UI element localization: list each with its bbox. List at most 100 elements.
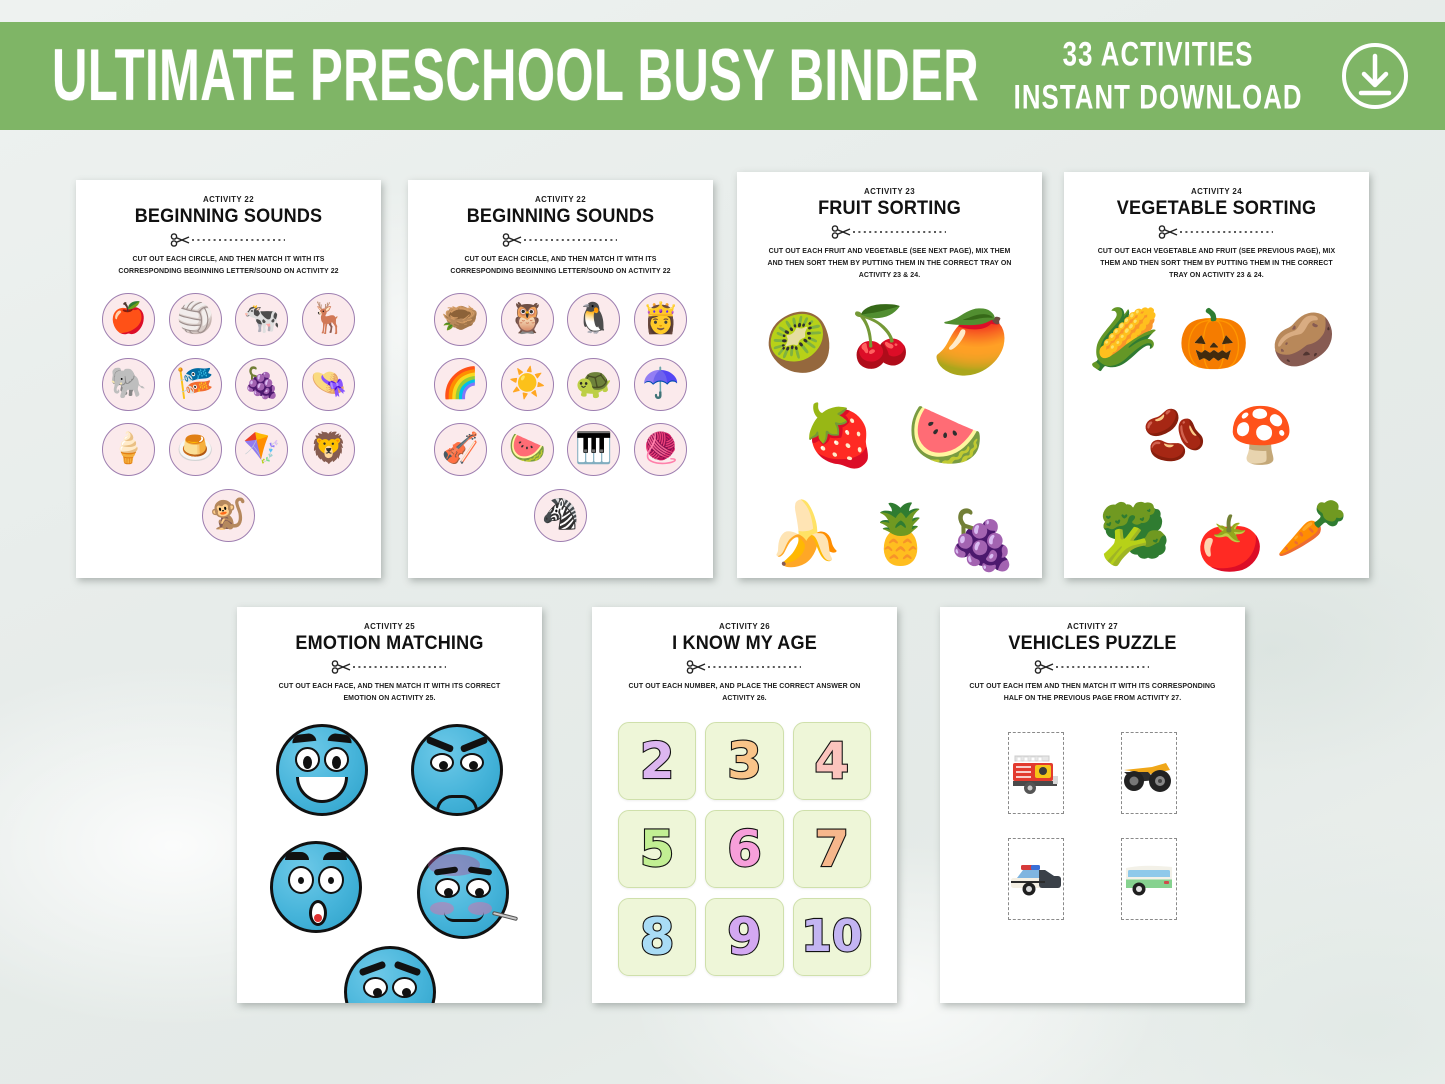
sick-face-icon[interactable] — [416, 846, 518, 939]
worksheet-beginning-sounds-1[interactable]: ACTIVITY 22 BEGINNING SOUNDS CUT OUT EAC… — [76, 180, 381, 578]
scissors-icon — [604, 660, 885, 674]
happy-face-label: HAPPY — [249, 722, 250, 723]
picture-circle-lion[interactable]: 🦁 — [302, 422, 356, 476]
rainbow-icon: 🌈 — [441, 367, 480, 401]
sheet-title: I KNOW MY AGE — [672, 633, 817, 654]
picture-circle-yarn[interactable]: 🧶 — [634, 422, 688, 476]
sad-face-icon[interactable] — [343, 945, 436, 1003]
picture-circle-deer[interactable]: 🦌 — [302, 292, 356, 346]
potato-icon[interactable]: 🥔 — [1271, 310, 1336, 369]
turtle-icon: 🐢 — [575, 367, 613, 401]
grapes-icon[interactable]: 🍇 — [946, 507, 1019, 573]
umbrella-icon: ☂️ — [641, 367, 680, 401]
worksheet-emotion-matching[interactable]: ACTIVITY 25 EMOTION MATCHING CUT OUT EAC… — [237, 607, 542, 1003]
number-card-grid: 2 3 4 5 6 7 8 9 10 — [604, 704, 885, 976]
green-van-icon — [1125, 865, 1172, 896]
scissors-icon — [1076, 225, 1357, 239]
pea-pod-icon[interactable]: 🫘 — [1141, 406, 1207, 465]
picture-circle-owl[interactable]: 🦉 — [500, 292, 554, 346]
cherries-icon[interactable]: 🍒 — [844, 303, 918, 369]
picture-circle-fan[interactable]: 🎏 — [168, 357, 222, 411]
number-8: 8 — [639, 907, 676, 966]
picture-circle-grapes[interactable]: 🍇 — [235, 357, 289, 411]
picture-circle-cow[interactable]: 🐄 — [235, 292, 289, 346]
vegetable-cutouts: 🌽 🎃 🥔 🫘 🍄 🥦 🍅 🥕 — [1076, 295, 1357, 578]
puzzle-piece-green-van[interactable] — [1120, 837, 1177, 920]
yarn-icon: 🧶 — [641, 432, 680, 466]
scissors-icon — [88, 233, 369, 247]
pineapple-icon[interactable]: 🍍 — [864, 501, 937, 567]
activities-count: 33 ACTIVITIES — [1062, 35, 1254, 73]
picture-circle-ball[interactable]: 🏐 — [168, 292, 222, 346]
number-5: 5 — [639, 819, 676, 878]
beginning-sounds-grid: 🪹 🦉 🐧 👸 🌈 ☀️ 🐢 ☂️ 🎻 🍉 🎹 🧶 — [420, 277, 701, 476]
angry-face-icon[interactable] — [410, 723, 503, 816]
picture-circle-violin[interactable]: 🎻 — [433, 422, 487, 476]
number-card-9[interactable]: 9 — [705, 897, 784, 976]
number-card-3[interactable]: 3 — [705, 721, 784, 800]
worksheet-fruit-sorting[interactable]: ACTIVITY 23 FRUIT SORTING CUT OUT EACH F… — [737, 172, 1042, 578]
surprised-face-icon[interactable] — [270, 840, 363, 933]
nest-icon: 🪹 — [441, 302, 480, 336]
sheet-title: FRUIT SORTING — [818, 198, 961, 219]
number-card-5[interactable]: 5 — [618, 809, 697, 888]
number-card-2[interactable]: 2 — [618, 721, 697, 800]
picture-circle-umbrella[interactable]: ☂️ — [634, 357, 688, 411]
worksheet-vegetable-sorting[interactable]: ACTIVITY 24 VEGETABLE SORTING CUT OUT EA… — [1064, 172, 1369, 578]
tomato-icon[interactable]: 🍅 — [1196, 513, 1265, 574]
bananas-icon[interactable]: 🍌 — [766, 499, 844, 569]
number-card-8[interactable]: 8 — [618, 897, 697, 976]
picture-circle-watermelon[interactable]: 🍉 — [500, 422, 554, 476]
sheet-title: VEHICLES PUZZLE — [1008, 633, 1177, 654]
mango-icon[interactable]: 🥭 — [932, 307, 1010, 377]
picture-circle-kite[interactable]: 🪁 — [235, 422, 289, 476]
activity-label: ACTIVITY 25 — [364, 621, 415, 631]
number-card-6[interactable]: 6 — [705, 809, 784, 888]
worksheet-vehicles-puzzle[interactable]: ACTIVITY 27 VEHICLES PUZZLE CUT OUT EACH… — [940, 607, 1245, 1003]
picture-circle-jelly[interactable]: 🍮 — [168, 422, 222, 476]
puzzle-piece-police-car[interactable] — [1008, 837, 1065, 920]
worksheet-beginning-sounds-2[interactable]: ACTIVITY 22 BEGINNING SOUNDS CUT OUT EAC… — [408, 180, 713, 578]
picture-circle-rainbow[interactable]: 🌈 — [433, 357, 487, 411]
number-4: 4 — [813, 731, 850, 790]
picture-circle-turtle[interactable]: 🐢 — [567, 357, 621, 411]
picture-circle-sun[interactable]: ☀️ — [500, 357, 554, 411]
picture-circle-nest[interactable]: 🪹 — [433, 292, 487, 346]
worksheet-i-know-my-age[interactable]: ACTIVITY 26 I KNOW MY AGE CUT OUT EACH N… — [592, 607, 897, 1003]
happy-face-icon[interactable] — [276, 723, 369, 816]
picture-circle-elephant[interactable]: 🐘 — [101, 357, 155, 411]
sheet-title: VEGETABLE SORTING — [1116, 198, 1317, 219]
page-title: ULTIMATE PRESCHOOL BUSY BINDER — [52, 34, 980, 117]
download-circle-icon[interactable] — [1339, 40, 1411, 112]
number-card-10[interactable]: 10 — [792, 897, 871, 976]
sun-icon: ☀️ — [508, 367, 546, 401]
number-3: 3 — [726, 731, 763, 790]
picture-circle-zebra[interactable]: 🦓 — [534, 488, 587, 542]
picture-circle-xylophone[interactable]: 🎹 — [567, 422, 621, 476]
puzzle-piece-fire-truck[interactable] — [1008, 731, 1065, 814]
number-card-4[interactable]: 4 — [792, 721, 871, 800]
picture-circle-apple[interactable]: 🍎 — [101, 292, 155, 346]
watermelon-icon[interactable]: 🍉 — [907, 400, 985, 470]
hat-icon: 👒 — [309, 367, 348, 401]
sheet-title: BEGINNING SOUNDS — [466, 206, 655, 227]
pumpkin-icon[interactable]: 🎃 — [1177, 306, 1250, 372]
picture-circle-queen[interactable]: 👸 — [634, 292, 688, 346]
beach-ball-icon: 🏐 — [176, 302, 214, 336]
picture-circle-ice-cream[interactable]: 🍦 — [101, 422, 155, 476]
penguin-icon: 🐧 — [575, 302, 613, 336]
carrot-icon[interactable]: 🥕 — [1275, 495, 1349, 561]
broccoli-icon[interactable]: 🥦 — [1098, 501, 1172, 567]
puzzle-piece-motorcycle[interactable] — [1120, 731, 1177, 814]
strawberry-icon[interactable]: 🍓 — [801, 401, 877, 469]
number-10: 10 — [800, 910, 863, 962]
scissors-icon — [249, 660, 530, 674]
corn-icon[interactable]: 🌽 — [1087, 306, 1160, 372]
mushroom-icon[interactable]: 🍄 — [1227, 405, 1296, 466]
beginning-sounds-grid: 🍎 🏐 🐄 🦌 🐘 🎏 🍇 👒 🍦 🍮 🪁 🦁 — [88, 277, 369, 476]
picture-circle-hat[interactable]: 👒 — [302, 357, 356, 411]
kiwi-icon[interactable]: 🥝 — [764, 310, 835, 374]
picture-circle-monkey[interactable]: 🐒 — [202, 488, 255, 542]
picture-circle-penguin[interactable]: 🐧 — [567, 292, 621, 346]
number-card-7[interactable]: 7 — [792, 809, 871, 888]
